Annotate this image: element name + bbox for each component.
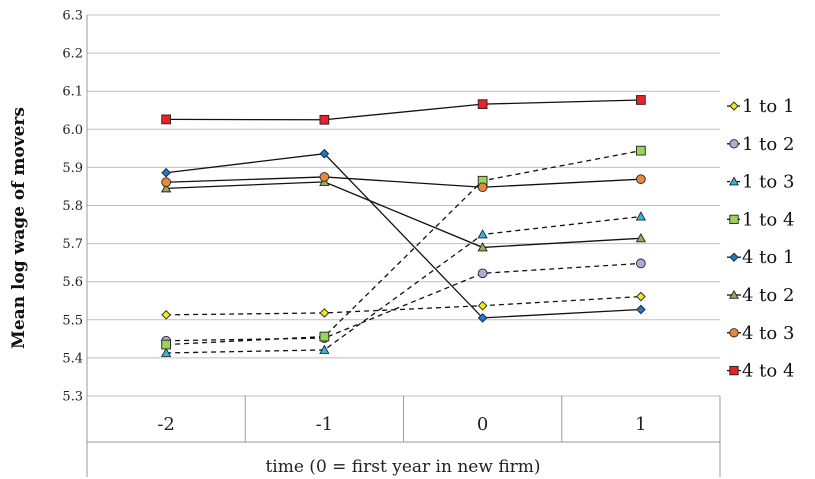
legend-entry: 1 to 2 [727,134,794,155]
legend-label: 4 to 2 [742,285,794,306]
legend-entry: 1 to 3 [727,172,794,193]
data-point [319,172,330,182]
y-tick-label: 5.8 [62,199,83,214]
data-point [477,229,488,239]
data-point [635,211,647,221]
data-point [161,339,171,350]
series-line [166,295,641,316]
legend-marker [729,176,739,186]
legend-marker [729,139,739,149]
data-point [477,268,488,279]
data-point [319,114,330,125]
data-point [636,304,646,315]
data-point [161,114,171,125]
y-tick-label: 5.6 [62,275,83,290]
series-1-to-2 [161,258,646,346]
data-point [636,95,646,105]
x-axis-label: time (0 = first year in new firm) [265,457,540,477]
x-tick-label: -1 [316,414,334,435]
series-line [166,176,641,188]
legend-marker [729,365,739,376]
y-axis-label: Mean log wage of movers [9,107,29,349]
y-tick-label: 6.1 [62,85,83,100]
data-point [319,148,330,159]
data-point [160,183,172,193]
data-point [161,167,171,178]
x-tick-label: -2 [157,414,175,435]
legend-entry: 1 to 4 [727,209,794,230]
x-tick-label: 1 [635,414,646,435]
data-point [477,300,488,311]
series-4-to-1 [161,148,646,323]
legend-marker [729,101,739,111]
data-point [160,347,172,357]
legend-entry: 1 to 1 [727,96,794,117]
data-point [319,308,330,318]
y-tick-label: 6.3 [62,9,83,24]
legend-entry: 4 to 4 [727,361,794,382]
y-tick-label: 5.4 [62,351,83,366]
legend-marker [729,328,739,338]
series-lines [160,95,647,357]
series-4-to-2 [160,176,647,252]
legend-label: 1 to 2 [742,134,794,155]
gridlines [86,14,721,477]
legend-label: 4 to 3 [742,323,794,344]
data-point [477,182,488,193]
legend-label: 4 to 1 [742,247,794,268]
legend-label: 1 to 4 [742,209,794,230]
series-1-to-1 [161,291,646,320]
y-tick-label: 5.3 [62,390,83,405]
y-tick-label: 5.9 [62,161,83,176]
x-tick-label: 0 [477,414,488,435]
y-tick-label: 6.2 [62,47,83,62]
series-line [166,181,641,249]
data-point [477,99,488,110]
data-point [636,174,646,185]
legend-marker [729,289,739,299]
data-point [319,344,330,354]
y-axis-ticks: 5.3 5.4 5.5 5.6 5.7 5.8 5.9 6.0 6.1 6.2 6.3 [62,9,83,405]
data-point [636,145,646,156]
legend-label: 1 to 3 [742,172,794,193]
legend: 1 to 1 1 to 2 1 to 3 1 to 4 4 to 1 4 to 2 4 to… [727,96,794,382]
data-point [319,331,330,342]
series-line [166,262,641,342]
data-point [636,258,646,269]
legend-marker [729,252,739,262]
series-4-to-4 [161,95,646,125]
y-tick-label: 5.7 [62,237,83,252]
y-tick-label: 6.0 [62,123,83,138]
series-4-to-3 [161,172,646,193]
legend-entry: 4 to 1 [727,247,794,268]
data-point [477,313,488,323]
series-1-to-3 [160,211,647,357]
data-point [161,177,171,188]
data-point [477,242,488,252]
data-point [161,310,171,320]
series-line [166,152,641,319]
legend-entry: 4 to 3 [727,323,794,344]
legend-entry: 4 to 2 [727,285,794,306]
series-line [166,99,641,121]
data-point [635,232,647,243]
series-1-to-4 [161,145,646,350]
legend-label: 4 to 4 [742,361,794,382]
series-line [166,215,641,354]
legend-label: 1 to 1 [742,96,794,117]
x-axis-ticks: -2 -1 0 1 [157,414,646,435]
legend-marker [729,214,739,225]
series-line [166,149,641,346]
y-tick-label: 5.5 [62,313,83,328]
data-point [636,291,646,302]
